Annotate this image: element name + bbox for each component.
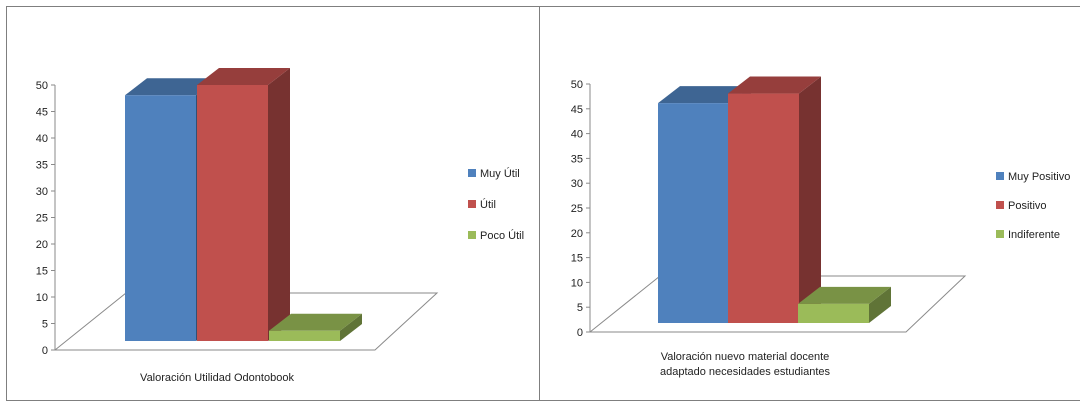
bar-front-face — [269, 330, 340, 341]
bar-side-face — [268, 68, 290, 341]
y-tick-label: 10 — [571, 277, 583, 289]
category-label: Valoración nuevo material docente — [661, 351, 830, 363]
chart-utilidad-odontobook: 0 5 10 15 20 25 30 35 40 45 50 Valoración Utilidad … — [6, 6, 540, 401]
category-label: Valoración Utilidad Odontobook — [140, 372, 294, 384]
y-tick-label: 30 — [571, 178, 583, 190]
bar-side-face — [799, 76, 821, 323]
bar-front-face — [125, 95, 196, 342]
legend-label: Muy Positivo — [1008, 171, 1070, 183]
legend-swatch — [996, 201, 1004, 209]
bar-top-face — [197, 68, 290, 85]
legend-swatch — [468, 231, 476, 239]
chart-2-svg: 0 5 10 15 20 25 30 35 40 45 50 Valoración nuevo mat… — [571, 76, 1070, 378]
legend-swatch — [468, 169, 476, 177]
y-tick-label: 15 — [36, 266, 48, 278]
bar-top-face — [269, 313, 362, 331]
y-tick-label: 0 — [42, 345, 48, 357]
bar-poco-til — [269, 313, 362, 341]
y-tick-label: 50 — [36, 80, 48, 92]
bar-top-face — [798, 286, 891, 304]
bar-top-face — [125, 78, 218, 96]
y-tick-label: 5 — [42, 319, 48, 331]
legend-label: Poco Útil — [480, 229, 524, 242]
chart-1-svg: 0 5 10 15 20 25 30 35 40 45 50 Valoración Utilidad … — [36, 68, 524, 384]
y-tick-label: 35 — [36, 160, 48, 172]
legend-item: Muy Positivo — [996, 171, 1070, 183]
y-tick-label: 15 — [571, 253, 583, 265]
chart-floor — [588, 275, 967, 333]
bar-indiferente — [798, 286, 891, 323]
y-tick-label: 25 — [36, 213, 48, 225]
legend-label: Útil — [480, 198, 496, 211]
bar-front-face — [798, 303, 869, 323]
y-tick-label: 20 — [36, 239, 48, 251]
legend-item: Poco Útil — [468, 229, 524, 242]
chart-nuevo-material-docente: 0 5 10 15 20 25 30 35 40 45 50 Valoración nuevo mat… — [539, 6, 1080, 401]
bar-top-face — [658, 86, 751, 104]
legend-swatch — [468, 200, 476, 208]
legend-item: Útil — [468, 198, 496, 211]
y-tick-label: 20 — [571, 228, 583, 240]
bar-top-face — [728, 76, 821, 94]
bar-side-face — [340, 313, 362, 341]
bar--til — [197, 68, 290, 341]
y-tick-label: 5 — [577, 302, 583, 314]
legend-item: Positivo — [996, 200, 1047, 212]
y-tick-label: 0 — [577, 327, 583, 339]
y-tick-label: 50 — [571, 79, 583, 91]
y-tick-label: 40 — [36, 133, 48, 145]
legend-label: Positivo — [1008, 200, 1047, 212]
legend-label: Indiferente — [1008, 229, 1060, 241]
bar-front-face — [728, 93, 799, 323]
bar-positivo — [728, 76, 821, 323]
y-tick-label: 45 — [571, 104, 583, 116]
y-tick-label: 40 — [571, 129, 583, 141]
legend-item: Indiferente — [996, 229, 1060, 241]
bar-front-face — [658, 103, 729, 324]
y-tick-label: 35 — [571, 153, 583, 165]
legend-swatch — [996, 172, 1004, 180]
category-label: adaptado necesidades estudiantes — [660, 366, 831, 378]
legend-label: Muy Útil — [480, 167, 520, 180]
legend-item: Muy Útil — [468, 167, 520, 180]
legend-swatch — [996, 230, 1004, 238]
bar-front-face — [197, 85, 268, 341]
chart-floor — [53, 292, 439, 351]
y-tick-label: 45 — [36, 107, 48, 119]
y-tick-label: 10 — [36, 292, 48, 304]
y-tick-label: 30 — [36, 186, 48, 198]
bar-side-face — [869, 286, 891, 323]
y-tick-label: 25 — [571, 203, 583, 215]
